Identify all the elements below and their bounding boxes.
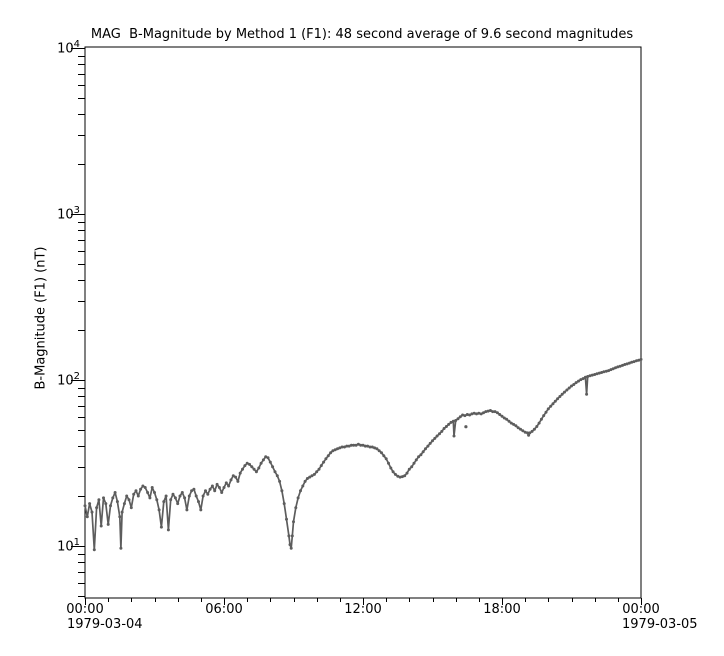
y-tick-label-1e3: 103 bbox=[57, 205, 80, 223]
x-tick-label-1200: 12:00 bbox=[344, 602, 382, 617]
data-series-b-magnitude bbox=[83, 357, 643, 552]
x-tick-label-0000-left: 00:00 bbox=[66, 602, 104, 617]
x-date-label-right: 1979-03-05 bbox=[622, 617, 698, 632]
y-tick-label-1e1: 101 bbox=[57, 537, 80, 555]
x-tick-label-1800: 18:00 bbox=[483, 602, 521, 617]
axes bbox=[71, 46, 642, 605]
x-tick-label-0600: 06:00 bbox=[205, 602, 243, 617]
y-tick-label-1e4: 104 bbox=[57, 39, 80, 57]
y-axis-label: B-Magnitude (F1) (nT) bbox=[33, 246, 49, 390]
x-date-label-left: 1979-03-04 bbox=[67, 617, 143, 632]
chart-title: MAG B-Magnitude by Method 1 (F1): 48 sec… bbox=[90, 27, 634, 42]
outlier-point bbox=[464, 425, 468, 429]
x-tick-label-0000-right: 00:00 bbox=[622, 602, 660, 617]
y-tick-label-1e2: 102 bbox=[57, 371, 80, 389]
